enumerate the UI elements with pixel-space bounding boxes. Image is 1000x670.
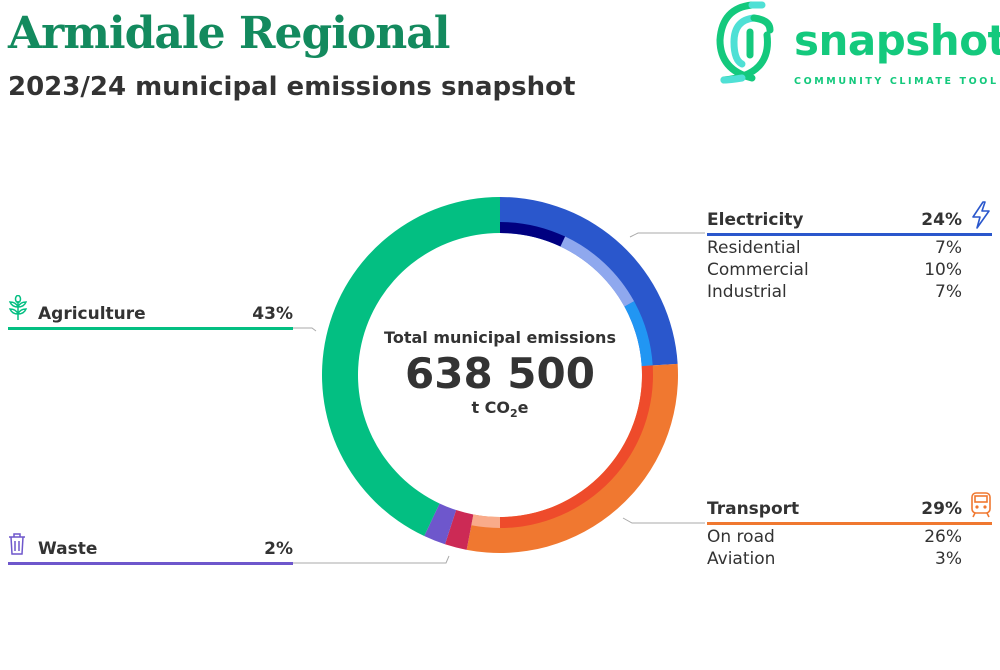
total-unit: t CO2e bbox=[380, 398, 620, 420]
agriculture-leader-line bbox=[293, 327, 317, 332]
transport-pct: 29% bbox=[921, 499, 962, 519]
subsector-label: Aviation bbox=[707, 549, 776, 569]
transport-label: Transport bbox=[707, 499, 800, 519]
subsector-label: On road bbox=[707, 527, 775, 547]
agriculture-segment bbox=[322, 197, 500, 537]
subsector-row: Industrial 7% bbox=[707, 283, 992, 302]
subsector-pct: 26% bbox=[924, 527, 962, 547]
agriculture-header: Agriculture 43% bbox=[8, 304, 293, 330]
subsector-pct: 7% bbox=[935, 238, 962, 258]
logo-tagline: COMMUNITY CLIMATE TOOL bbox=[794, 76, 999, 87]
waste-pct: 2% bbox=[264, 539, 293, 559]
total-value: 638 500 bbox=[405, 349, 595, 398]
subsector-label: Commercial bbox=[707, 260, 809, 280]
on-road-segment bbox=[500, 365, 653, 528]
waste-header: Waste 2% bbox=[8, 539, 293, 565]
subsector-row: Residential 7% bbox=[707, 239, 992, 258]
sector-transport: Transport 29% On road 26% Aviation 3% bbox=[707, 499, 992, 569]
subsector-row: Aviation 3% bbox=[707, 550, 992, 569]
subsector-label: Industrial bbox=[707, 282, 787, 302]
aviation-segment bbox=[471, 514, 500, 528]
unit-suffix: e bbox=[517, 398, 529, 417]
subsector-pct: 3% bbox=[935, 549, 962, 569]
unit-subscript: 2 bbox=[510, 407, 518, 421]
agriculture-label: Agriculture bbox=[38, 304, 146, 324]
residential-segment bbox=[500, 222, 566, 247]
total-label: Total municipal emissions bbox=[384, 328, 616, 347]
agriculture-pct: 43% bbox=[252, 304, 293, 324]
unlabeled-segment bbox=[444, 510, 474, 550]
commercial-segment bbox=[560, 236, 635, 307]
trash-icon bbox=[9, 533, 25, 555]
electricity-leader-line bbox=[629, 232, 705, 238]
lightning-icon bbox=[972, 201, 990, 229]
waste-label: Waste bbox=[38, 539, 98, 559]
transport-header: Transport 29% bbox=[707, 499, 992, 525]
electricity-label: Electricity bbox=[707, 210, 804, 230]
subsector-pct: 10% bbox=[924, 260, 962, 280]
total-emissions: Total municipal emissions 638 500 t CO2e bbox=[380, 328, 620, 420]
sector-waste: Waste 2% bbox=[8, 539, 293, 565]
electricity-pct: 24% bbox=[921, 210, 962, 230]
subsector-pct: 7% bbox=[935, 282, 962, 302]
page-title: Armidale Regional bbox=[8, 8, 450, 59]
subsector-row: Commercial 10% bbox=[707, 261, 992, 280]
subsector-label: Residential bbox=[707, 238, 801, 258]
sector-electricity: Electricity 24% Residential 7% Commercial… bbox=[707, 210, 992, 302]
transport-segment bbox=[466, 363, 678, 553]
logo-wordmark: snapshot bbox=[794, 16, 1000, 65]
waste-segment bbox=[424, 503, 457, 545]
subsector-row: On road 26% bbox=[707, 528, 992, 547]
electricity-header: Electricity 24% bbox=[707, 210, 992, 236]
plant-icon bbox=[8, 295, 28, 320]
industrial-segment bbox=[624, 301, 653, 367]
fingerprint-logo-icon bbox=[716, 1, 774, 84]
waste-leader-line bbox=[293, 555, 450, 564]
transport-leader-line bbox=[622, 517, 705, 524]
unit-prefix: t CO bbox=[471, 398, 511, 417]
snapshot-logo: snapshot COMMUNITY CLIMATE TOOL bbox=[712, 0, 1000, 100]
sector-agriculture: Agriculture 43% bbox=[8, 304, 293, 330]
page-subtitle: 2023/24 municipal emissions snapshot bbox=[8, 72, 576, 102]
train-icon bbox=[971, 492, 991, 518]
